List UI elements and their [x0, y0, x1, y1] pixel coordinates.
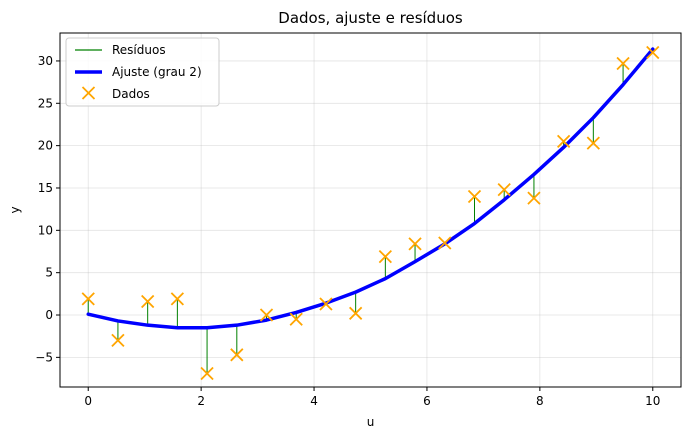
- data-point: [646, 45, 660, 60]
- data-point: [438, 236, 452, 250]
- data-points: [81, 45, 660, 381]
- chart-title: Dados, ajuste e resíduos: [278, 9, 463, 27]
- data-point: [467, 189, 482, 204]
- legend-box: [65, 37, 220, 107]
- y-tick-label: 30: [38, 54, 53, 68]
- x-tick-label: 10: [645, 394, 660, 408]
- data-point: [349, 306, 363, 320]
- data-point: [141, 294, 155, 309]
- x-axis-ticks: 0 2 4 6 8 10: [84, 387, 660, 408]
- y-tick-label: 25: [38, 96, 53, 110]
- y-axis-label: y: [8, 206, 22, 213]
- data-point: [616, 56, 630, 71]
- data-point: [170, 292, 185, 306]
- data-point: [289, 312, 303, 326]
- y-tick-label: −5: [35, 350, 53, 364]
- x-tick-label: 0: [84, 394, 92, 408]
- data-point: [497, 183, 511, 197]
- y-tick-label: 10: [38, 223, 53, 237]
- data-point: [81, 292, 95, 306]
- legend-data-marker: [81, 86, 96, 100]
- data-point: [586, 136, 600, 150]
- data-point: [378, 249, 392, 264]
- data-point: [230, 348, 244, 362]
- data-point: [111, 333, 125, 348]
- plot-frame: [59, 32, 682, 388]
- legend-fit-label: Ajuste (grau 2): [112, 65, 202, 79]
- y-axis-ticks: −5 0 5 10 15 20 25 30: [35, 54, 60, 364]
- legend: Resíduos Ajuste (grau 2) Dados: [65, 37, 220, 107]
- y-tick-label: 15: [38, 181, 53, 195]
- data-point: [319, 297, 333, 311]
- grid: [60, 33, 681, 387]
- fit-curve: [86, 47, 655, 330]
- data-point: [527, 191, 541, 205]
- data-point: [259, 308, 274, 322]
- x-tick-label: 8: [536, 394, 544, 408]
- y-tick-label: 5: [45, 266, 53, 280]
- residual-lines: [87, 49, 654, 374]
- legend-residuals-label: Resíduos: [112, 43, 166, 57]
- x-axis-label: u: [367, 415, 375, 429]
- x-tick-label: 6: [423, 394, 431, 408]
- x-tick-label: 2: [197, 394, 205, 408]
- y-tick-label: 0: [45, 308, 53, 322]
- legend-data-label: Dados: [112, 87, 150, 101]
- data-point: [408, 237, 422, 251]
- data-point: [556, 134, 571, 149]
- fit-line: [86, 47, 655, 330]
- data-point: [200, 366, 214, 381]
- x-tick-label: 4: [310, 394, 318, 408]
- y-tick-label: 20: [38, 139, 53, 153]
